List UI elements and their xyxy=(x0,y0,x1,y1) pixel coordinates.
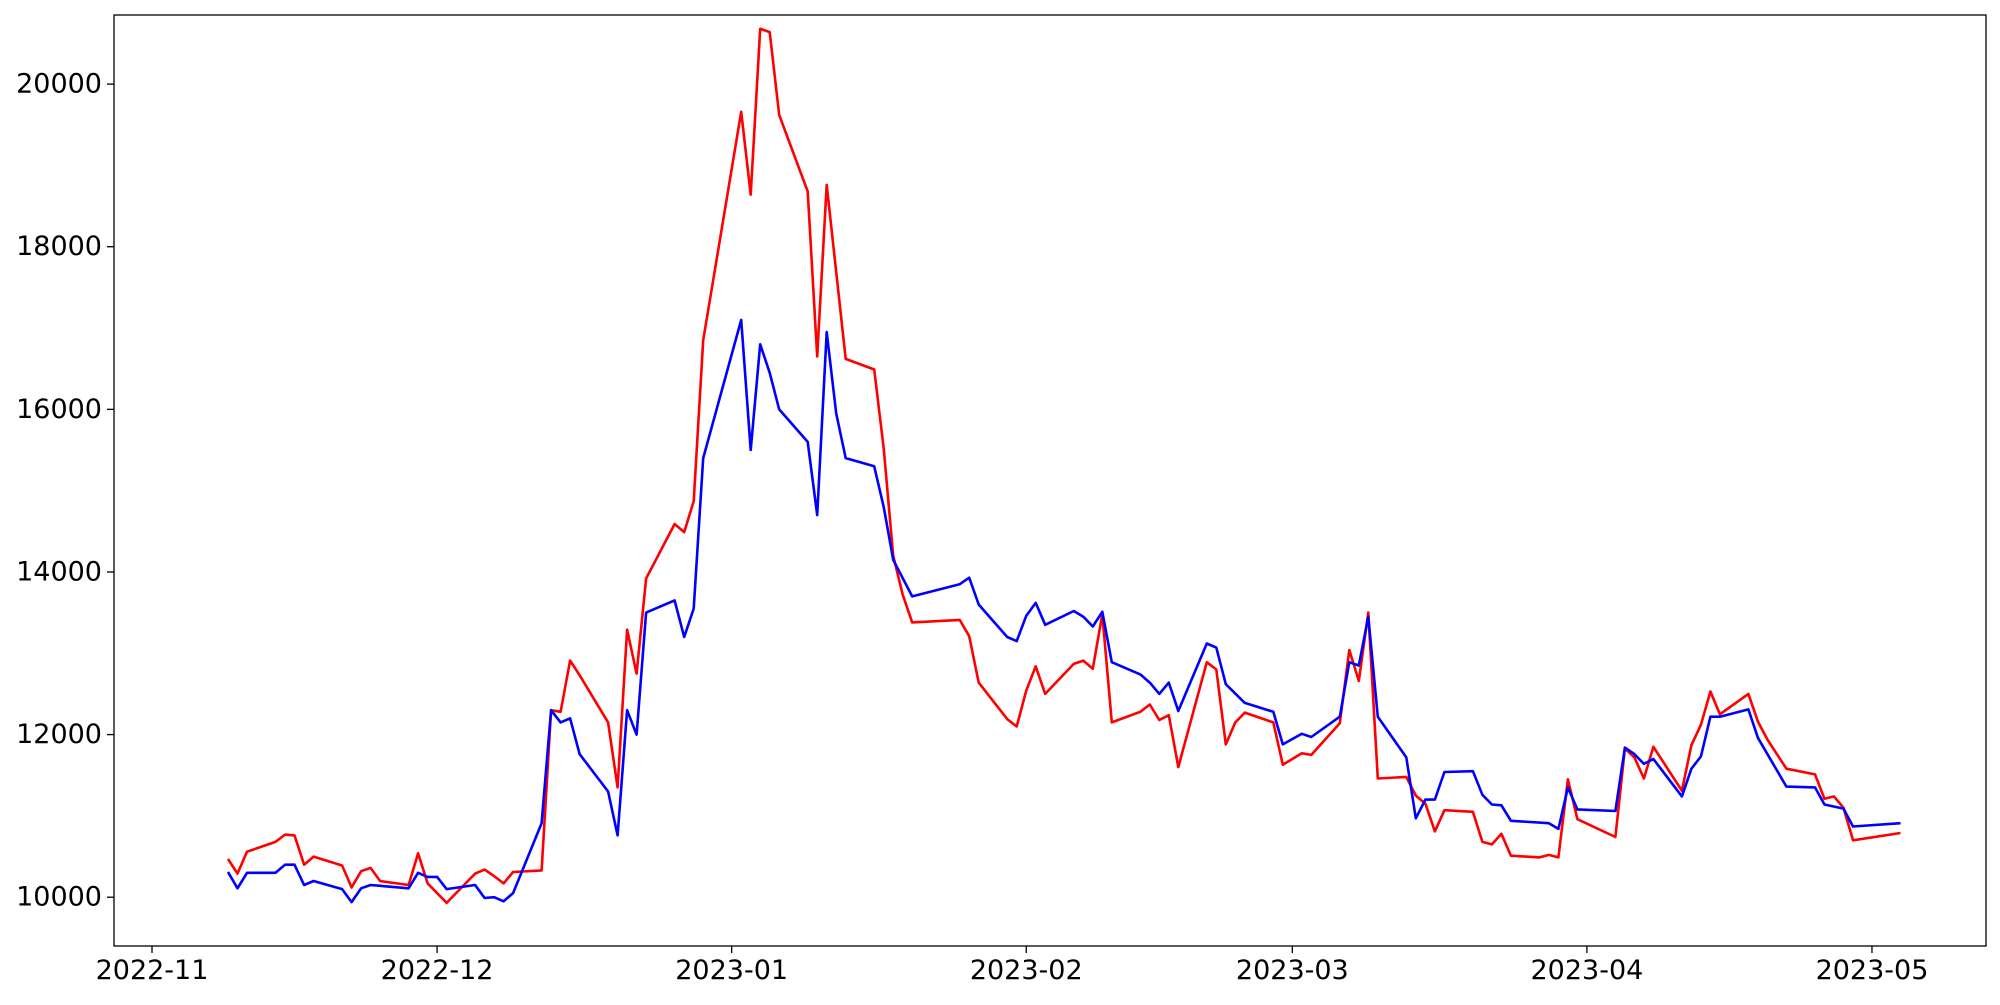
x-tick-label: 2023-04 xyxy=(1530,955,1643,986)
x-tick-label: 2022-11 xyxy=(96,955,209,986)
y-tick-label: 14000 xyxy=(16,556,102,587)
y-tick-label: 20000 xyxy=(16,69,102,100)
plot-frame xyxy=(113,14,1987,947)
y-axis: 10000 12000 14000 16000 18000 20000 xyxy=(16,69,114,913)
series-line-1 xyxy=(226,27,1901,905)
y-tick-label: 12000 xyxy=(16,719,102,750)
y-tick-label: 18000 xyxy=(16,231,102,262)
x-tick-label: 2023-02 xyxy=(970,955,1083,986)
y-tick-label: 10000 xyxy=(16,882,102,913)
x-tick-label: 2022-12 xyxy=(381,955,494,986)
series-line-2 xyxy=(226,318,1901,904)
series-layer xyxy=(226,27,1901,905)
y-tick-label: 16000 xyxy=(16,394,102,425)
x-tick-label: 2023-05 xyxy=(1816,955,1929,986)
x-tick-label: 2023-03 xyxy=(1236,955,1349,986)
x-axis: 2022-11 2022-12 2023-01 2023-02 2023-03 2023-… xyxy=(96,946,1929,986)
x-tick-label: 2023-01 xyxy=(675,955,788,986)
